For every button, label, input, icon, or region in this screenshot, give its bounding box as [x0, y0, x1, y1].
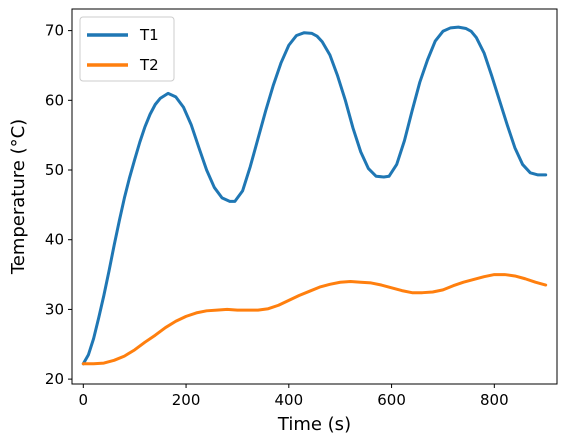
y-axis-label: Temperature (°C): [8, 119, 29, 275]
x-tick-label: 400: [274, 391, 303, 409]
ticks-layer: 0 200 400 600 800 20 30 40 50 60 70: [45, 22, 509, 409]
legend-label-t1: T1: [139, 26, 159, 44]
legend-label-t2: T2: [139, 56, 159, 74]
series-line-t2: [81, 273, 548, 366]
x-axis-label: Time (s): [277, 414, 351, 435]
x-tick-label: 600: [377, 391, 406, 409]
y-tick-label: 60: [45, 91, 64, 109]
plot-frame: [71, 8, 558, 385]
y-tick-label: 40: [45, 231, 64, 249]
series-layer: [81, 25, 548, 366]
legend: T1 T2: [79, 16, 175, 82]
x-tick-label: 800: [480, 391, 509, 409]
y-tick-label: 20: [45, 370, 64, 388]
x-tick-label: 200: [172, 391, 201, 409]
x-tick-label: 0: [79, 391, 89, 409]
y-tick-label: 30: [45, 300, 64, 318]
y-tick-label: 50: [45, 161, 64, 179]
legend-box: [79, 16, 175, 82]
y-tick-label: 70: [45, 22, 64, 40]
series-line-t1: [81, 25, 548, 366]
